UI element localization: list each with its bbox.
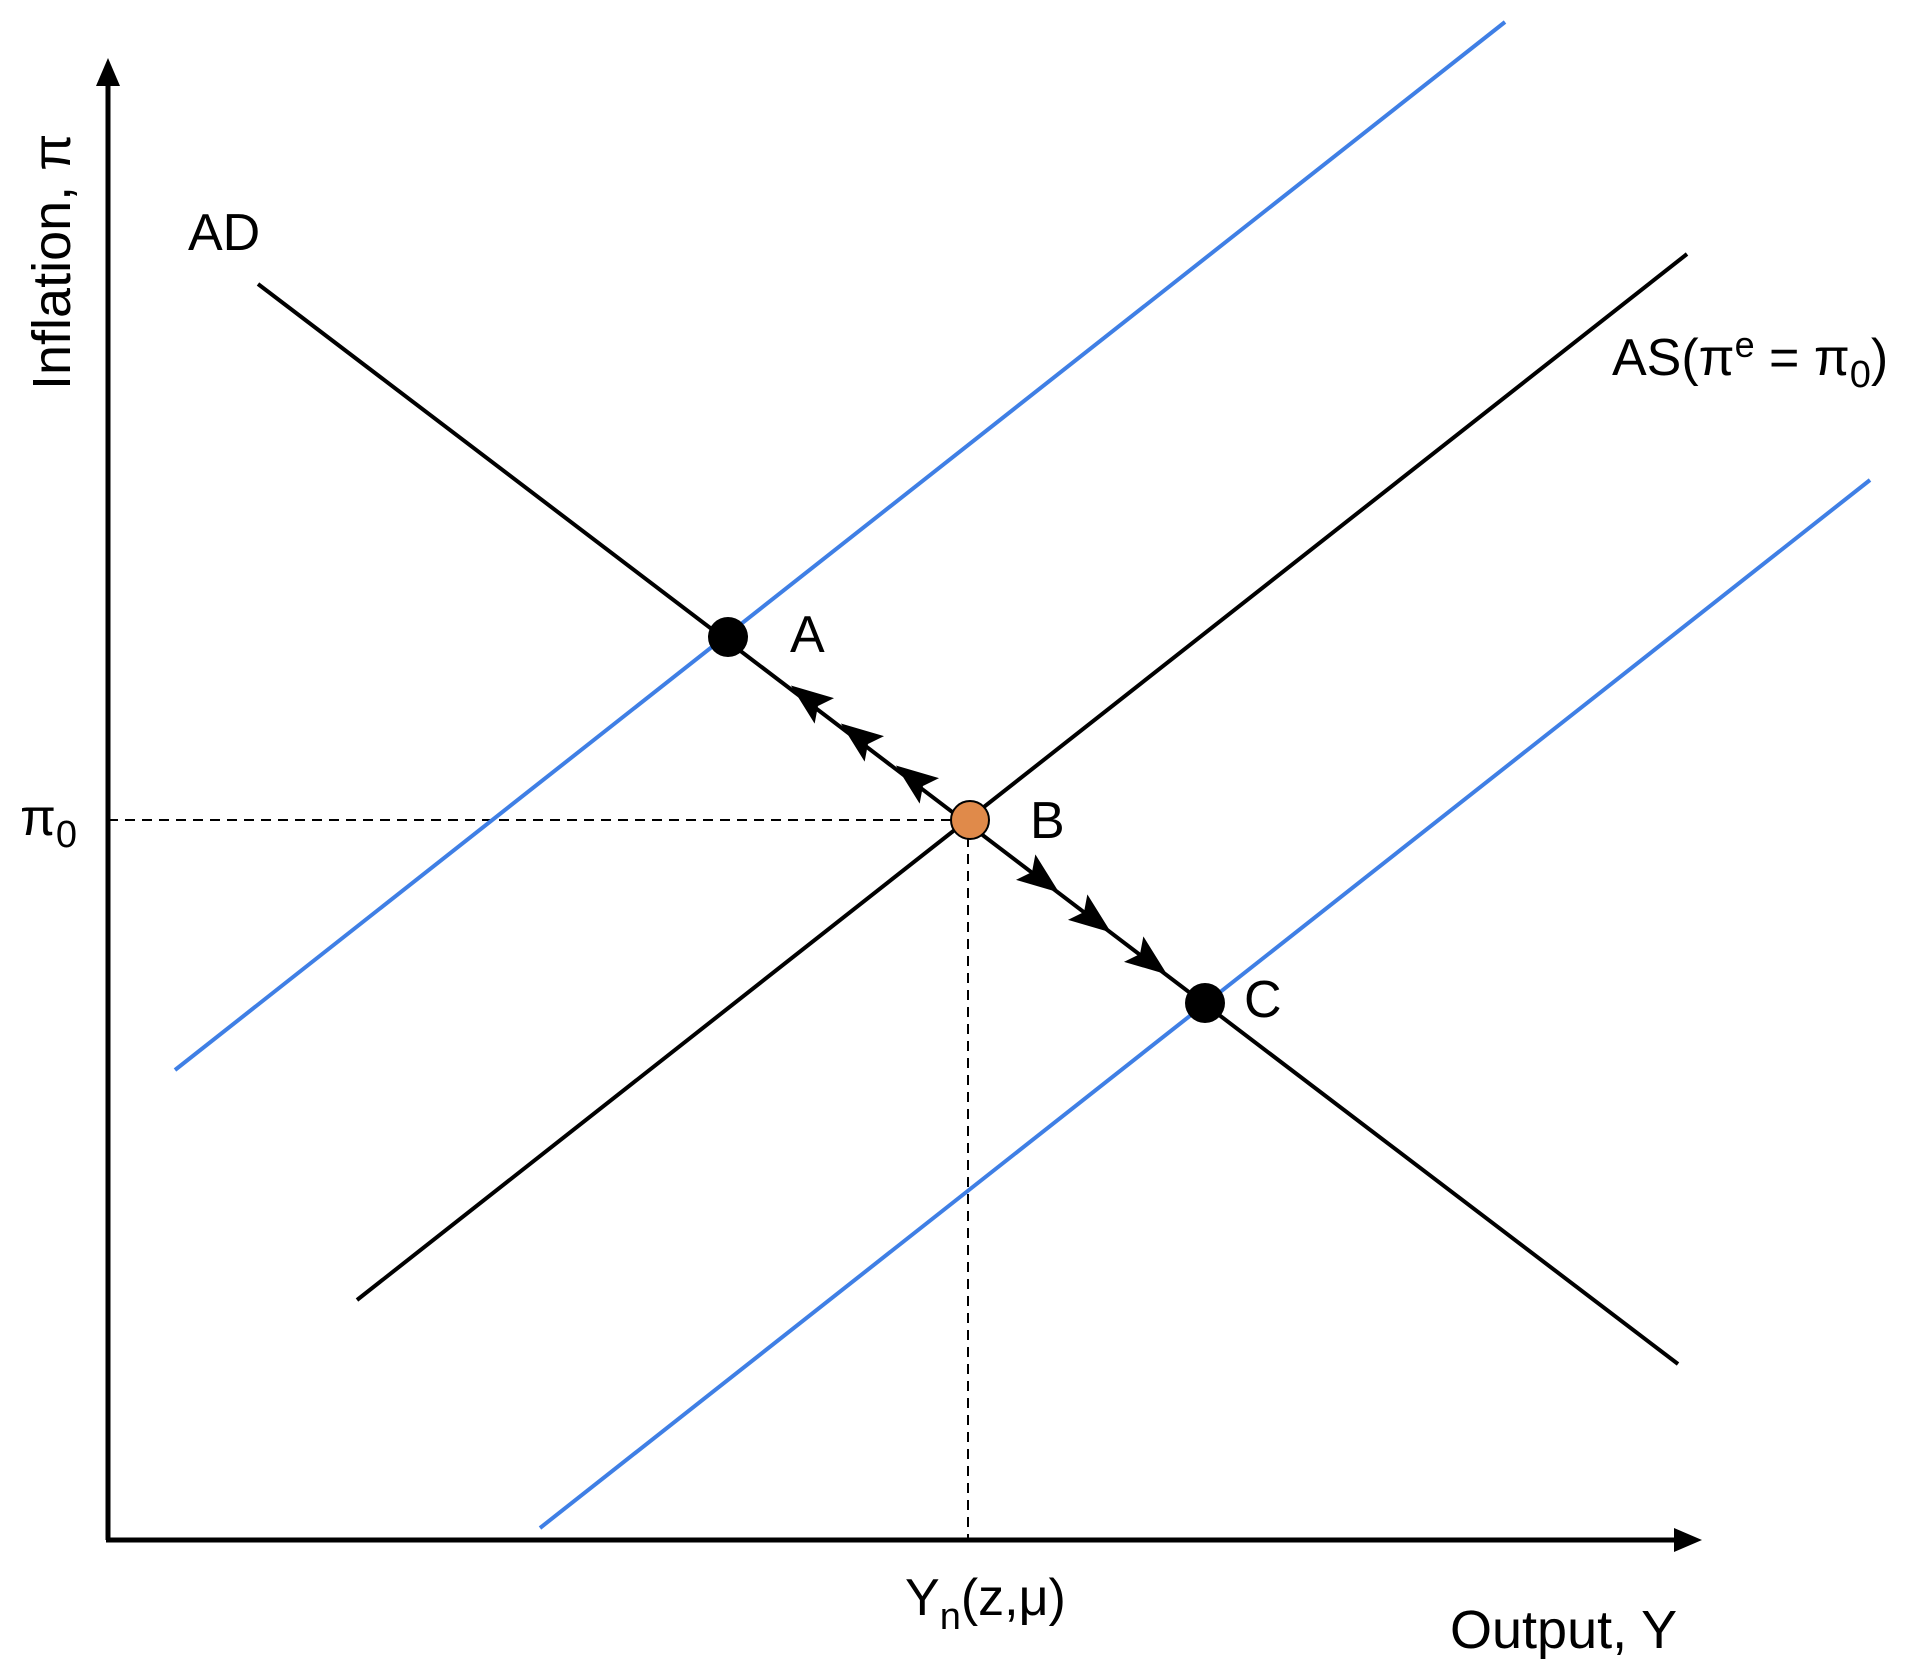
- as-label: AS(πe = π0): [1612, 324, 1888, 396]
- point-a: [708, 617, 748, 657]
- point-c-label: C: [1244, 971, 1282, 1029]
- y-axis-arrowhead: [96, 58, 120, 86]
- point-c: [1185, 983, 1225, 1023]
- point-b-label: B: [1030, 792, 1065, 850]
- arrow-down-right-icon: [1015, 854, 1168, 975]
- as-curve: [355, 252, 1689, 1302]
- arrow-up-left-icon: [790, 685, 940, 804]
- x-axis-label: Output, Y: [1450, 1600, 1677, 1660]
- ad-label: AD: [188, 204, 260, 262]
- point-b: [950, 800, 990, 840]
- x-axis-arrowhead: [1674, 1528, 1702, 1552]
- y-axis-label: Inflation, π: [22, 134, 82, 390]
- point-a-label: A: [790, 606, 825, 664]
- shifted-as-curve-up: [173, 20, 1507, 1072]
- pi0-tick-label: π0: [20, 789, 77, 856]
- yn-tick-label: Yn(z,μ): [905, 1569, 1066, 1638]
